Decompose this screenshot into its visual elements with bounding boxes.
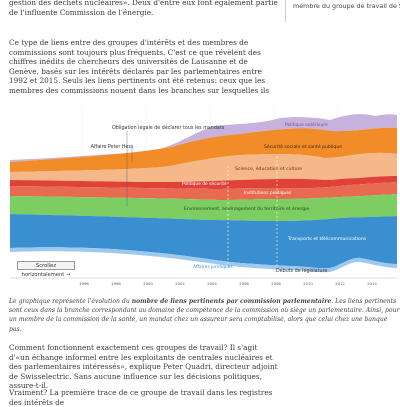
stacked-area-chart[interactable]: Obligation légale de déclarer tous les m… [0, 96, 400, 294]
area-institutions-politiques[interactable] [10, 182, 397, 200]
x-tick: 2012 [335, 281, 345, 286]
x-tick: 2006 [239, 281, 249, 286]
label-science-education: Science, éducation et culture [235, 165, 302, 172]
label-securite-sociale: Sécurité sociale et santé publique [264, 143, 342, 150]
label-politique-exterieure: Politique extérieure [285, 121, 328, 128]
intro-top-paragraph: gestion des déchets nucléaires». Deux d'… [9, 0, 278, 17]
caption-bold: nombre de liens pertinents par commissio… [131, 298, 332, 305]
area-politique-securite[interactable] [10, 176, 397, 189]
area-science-education[interactable] [10, 152, 397, 182]
sidebar-text: membre du groupe de travail de Swisselec… [293, 2, 400, 10]
area-transports-telecom[interactable] [10, 214, 397, 269]
caption-post: . Les liens pertinents sont ceux dans la… [9, 298, 400, 333]
x-tick: 2010 [303, 281, 313, 286]
label-politique-securite: Politique de sécurité [182, 180, 227, 187]
x-tick: 2014 [367, 281, 377, 286]
x-tick: 2008 [271, 281, 281, 286]
body-paragraph-1: Comment fonctionnent exactement ces grou… [9, 343, 278, 391]
area-politique-exterieure[interactable] [10, 114, 397, 162]
caption-pre: Le graphique représente l'évolution du [9, 298, 132, 305]
x-tick: 2002 [175, 281, 185, 286]
chart-caption: Le graphique représente l'évolution du n… [9, 297, 400, 334]
annotation-obligation: Obligation légale de déclarer tous les m… [112, 124, 225, 131]
area-environnement-energie[interactable] [10, 194, 397, 221]
x-tick: 2004 [207, 281, 217, 286]
scroll-horizontal-button[interactable]: Scrollez horizontalement → [17, 261, 75, 278]
label-institutions-politiques: Institutions politiques [244, 190, 292, 196]
area-affaires-juridiques[interactable] [10, 247, 397, 273]
label-environnement-energie: Environnement, aménagement du territoire… [184, 205, 310, 212]
annotation-legislature: Débuts de législature [276, 267, 327, 274]
annotation-hess: Affaire Peter Hess [91, 144, 134, 150]
label-transports-telecom: Transports et télécommunications [287, 235, 367, 242]
x-tick: 1996 [79, 281, 89, 286]
area-securite-sociale[interactable] [10, 127, 397, 172]
x-tick: 1998 [111, 281, 121, 286]
x-axis-ticks: 1996 1998 2000 2002 2004 2006 2008 2010 … [79, 281, 377, 286]
label-affaires-juridiques: Affaires juridiques [193, 264, 233, 270]
body-paragraph-2: Vraiment? La première trace de ce groupe… [9, 388, 273, 407]
x-tick: 2000 [143, 281, 153, 286]
chart-svg[interactable]: Obligation légale de déclarer tous les m… [0, 96, 400, 294]
sidebar-box: membre du groupe de travail de Swisselec… [285, 0, 400, 22]
